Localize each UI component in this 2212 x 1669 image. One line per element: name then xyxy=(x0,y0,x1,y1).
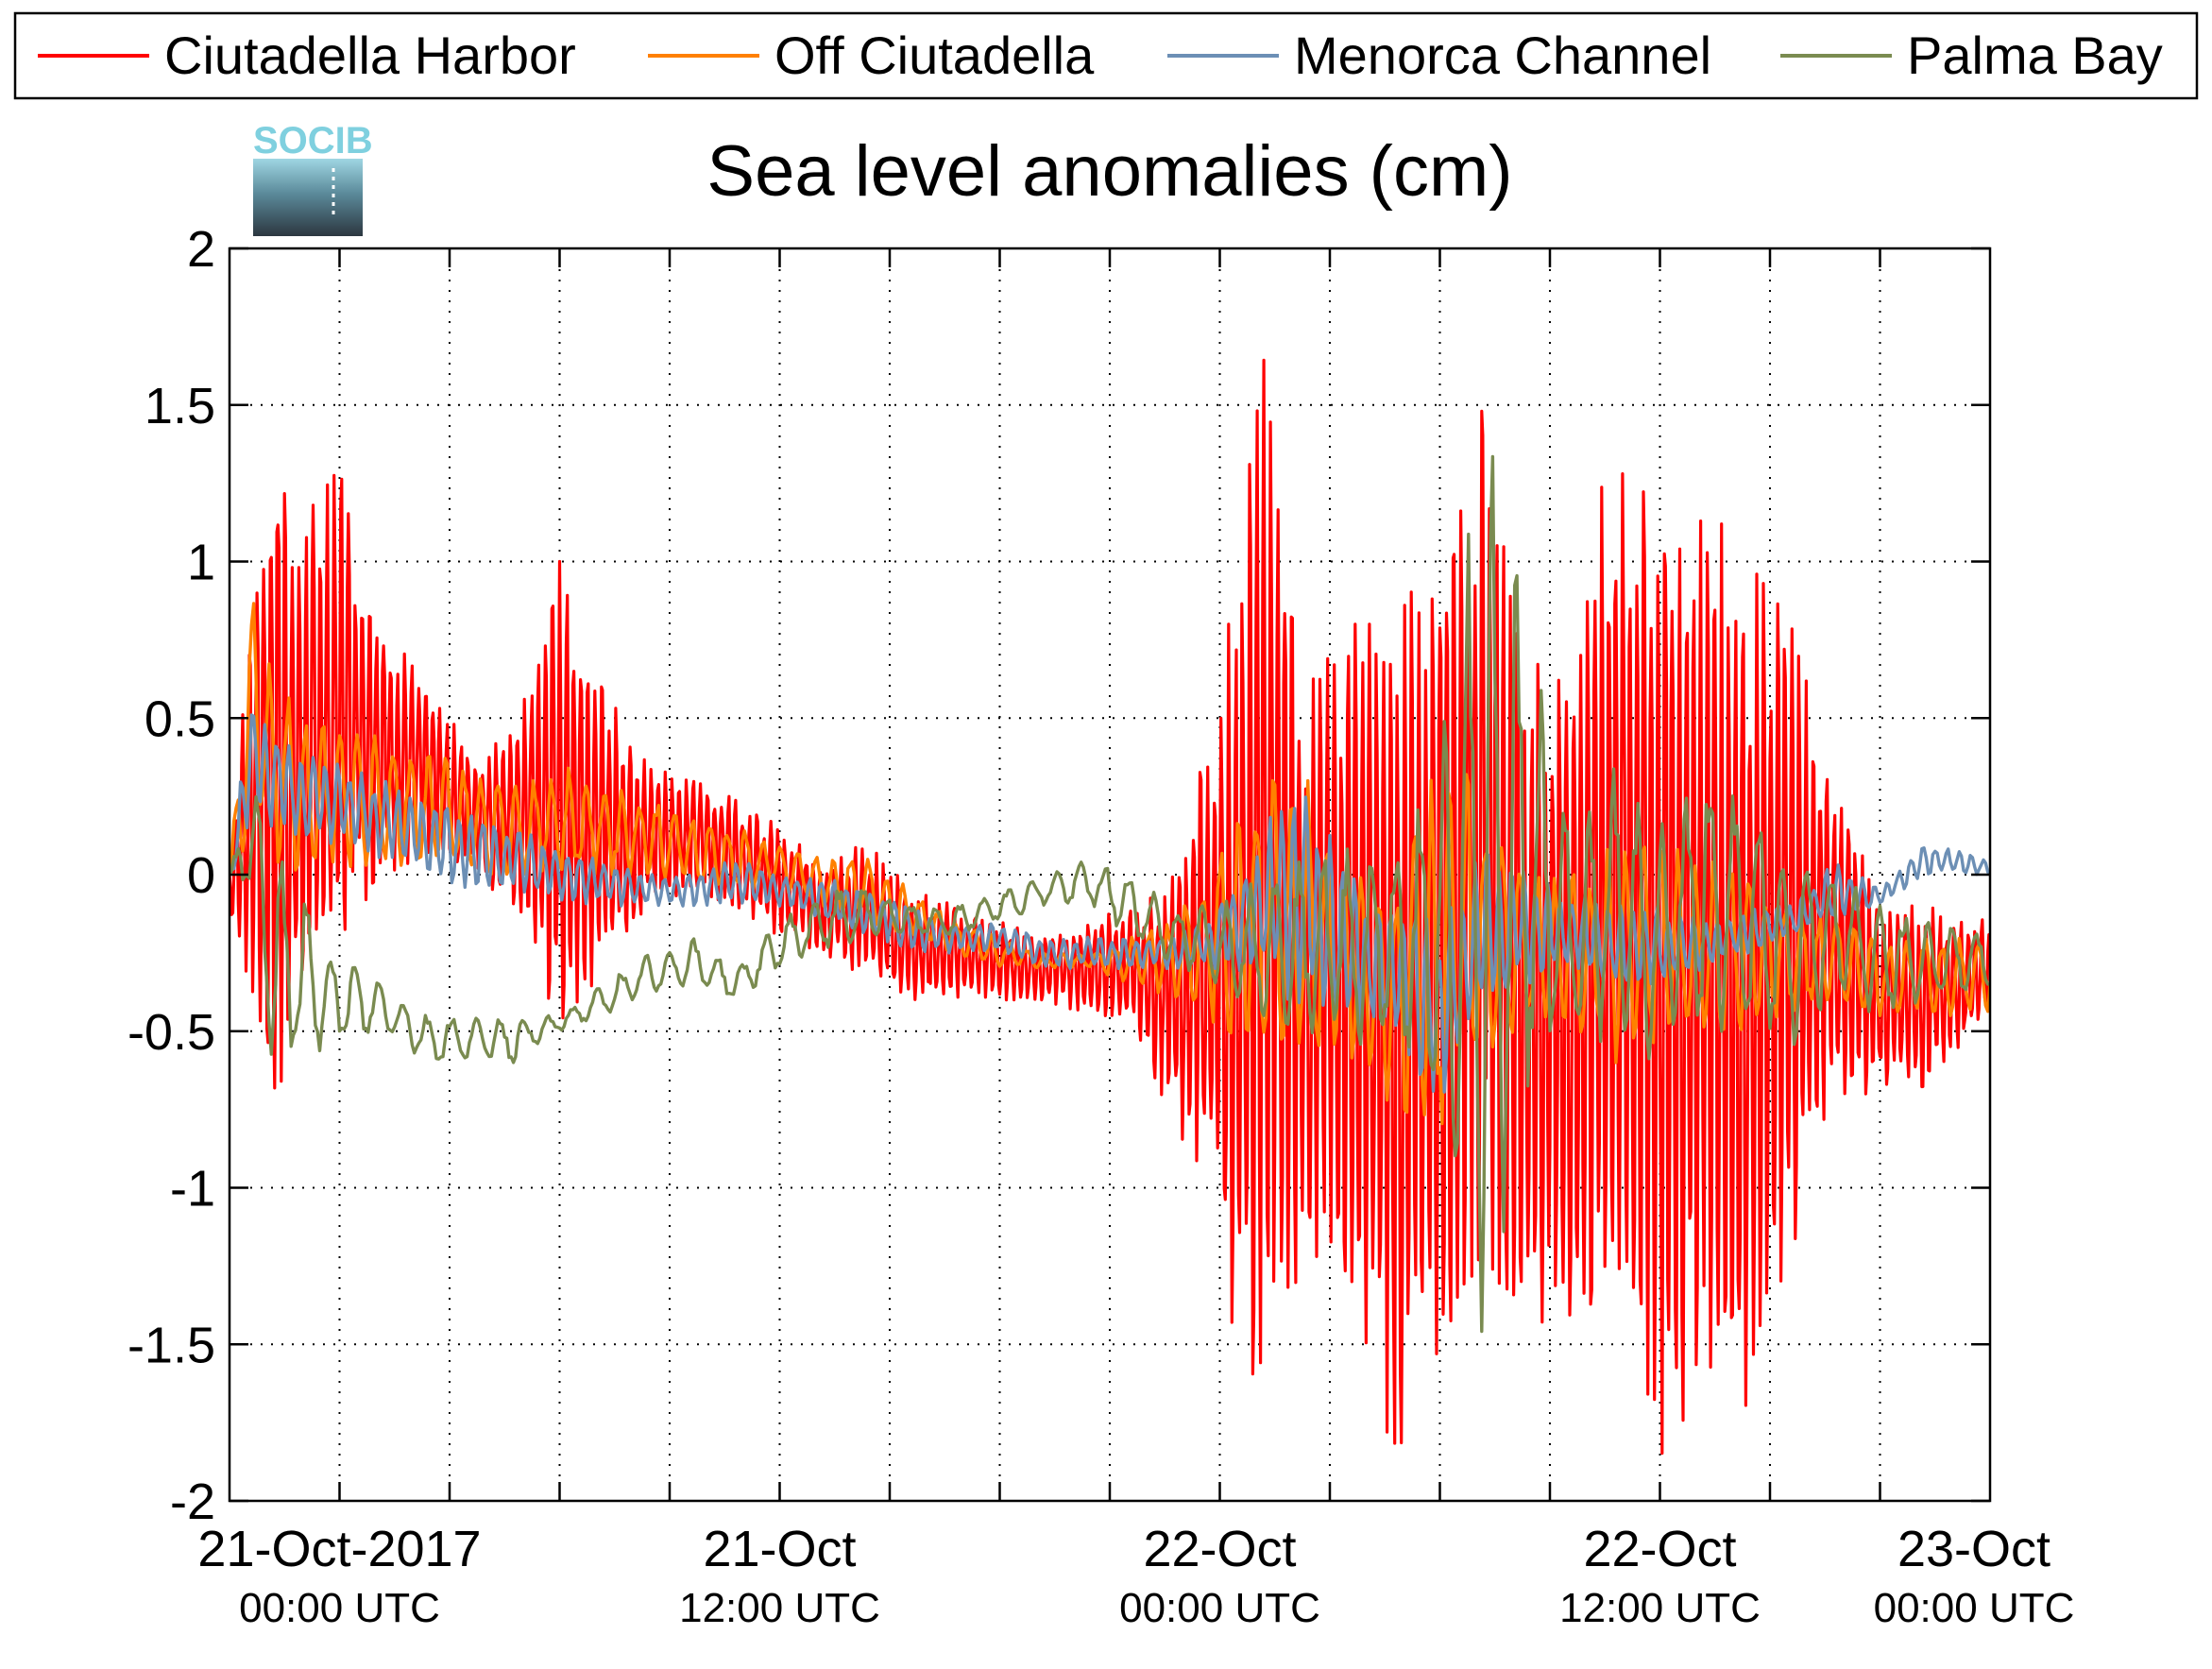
y-tick-label: -1 xyxy=(170,1161,215,1218)
x-tick-label-date: 23-Oct xyxy=(1897,1521,2050,1577)
series-lines xyxy=(230,358,1990,1456)
legend-label: Menorca Channel xyxy=(1294,26,1711,85)
y-tick-label: 0.5 xyxy=(145,690,215,747)
y-tick-label: 1 xyxy=(187,535,215,591)
x-tick-label-time: 00:00 UTC xyxy=(239,1585,440,1631)
x-tick-label-date: 21-Oct xyxy=(703,1521,856,1577)
x-tick-label-time: 12:00 UTC xyxy=(679,1585,880,1631)
y-tick-label: -1.5 xyxy=(128,1317,215,1373)
x-tick-labels: 21-Oct-2017 00:00 UTC 21-Oct 12:00 UTC 22-Oc… xyxy=(197,1521,2074,1631)
x-tick-label-time: 12:00 UTC xyxy=(1559,1585,1761,1631)
y-tick-label: -2 xyxy=(170,1473,215,1530)
legend-label: Off Ciutadella xyxy=(774,26,1095,85)
chart-title: Sea level anomalies (cm) xyxy=(706,131,1512,212)
series-line xyxy=(230,358,1990,1456)
y-tick-label: 2 xyxy=(187,221,215,278)
y-tick-labels: 2 1.5 1 0.5 0 -0.5 -1 -1.5 -2 xyxy=(128,221,215,1530)
logo-text: SOCIB xyxy=(253,120,373,162)
legend-label: Ciutadella Harbor xyxy=(164,26,576,85)
x-tick-label-date: 22-Oct xyxy=(1583,1521,1736,1577)
legend: Ciutadella Harbor Off Ciutadella Menorca C… xyxy=(38,26,2163,85)
x-tick-label-time: 00:00 UTC xyxy=(1874,1585,2075,1631)
grid xyxy=(230,248,1990,1501)
x-tick-label-time: 00:00 UTC xyxy=(1119,1585,1320,1631)
legend-label: Palma Bay xyxy=(1907,26,2163,85)
series-line xyxy=(230,454,1990,1334)
series-line xyxy=(230,713,1990,1094)
axis-ticks xyxy=(230,247,1990,1503)
x-tick-label-date: 21-Oct-2017 xyxy=(197,1521,481,1577)
x-tick-label-date: 22-Oct xyxy=(1143,1521,1296,1577)
y-tick-label: 1.5 xyxy=(145,378,215,434)
socib-logo: SOCIB xyxy=(253,120,373,236)
y-tick-label: 0 xyxy=(187,847,215,904)
y-tick-label: -0.5 xyxy=(128,1004,215,1061)
